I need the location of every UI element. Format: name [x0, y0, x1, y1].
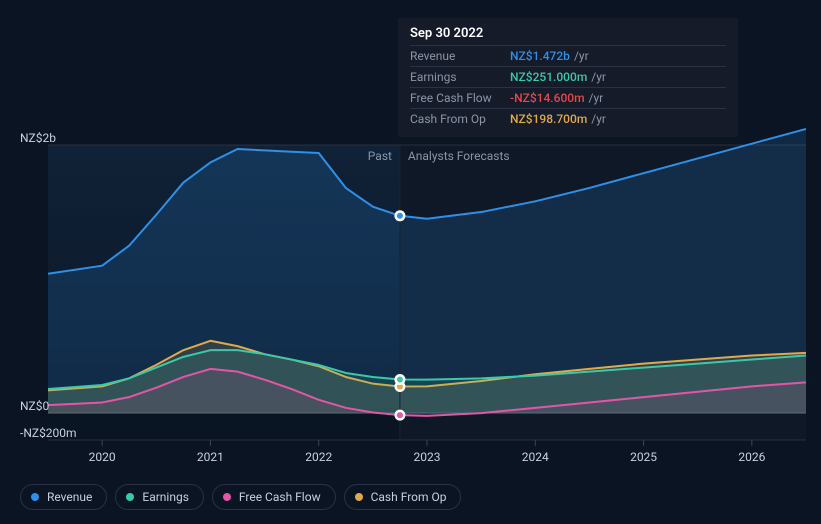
- tooltip-row: Free Cash Flow-NZ$14.600m/yr: [410, 87, 726, 108]
- tooltip-row-suffix: /yr: [591, 112, 606, 126]
- legend-dot-icon: [355, 493, 363, 501]
- x-axis-label: 2024: [522, 450, 549, 464]
- tooltip-row-suffix: /yr: [589, 91, 604, 105]
- future-label: Analysts Forecasts: [408, 149, 510, 163]
- tooltip-row: EarningsNZ$251.000m/yr: [410, 66, 726, 87]
- tooltip-row-label: Revenue: [410, 49, 510, 63]
- x-axis-label: 2025: [630, 450, 657, 464]
- tooltip-row-label: Free Cash Flow: [410, 91, 510, 105]
- legend-item-label: Earnings: [142, 490, 189, 504]
- tooltip-row-suffix: /yr: [591, 70, 606, 84]
- x-axis-label: 2026: [738, 450, 765, 464]
- tooltip-row-value: NZ$198.700m: [510, 112, 587, 126]
- tooltip-row: RevenueNZ$1.472b/yr: [410, 45, 726, 66]
- y-axis-label: NZ$0: [20, 399, 49, 413]
- legend-dot-icon: [31, 493, 39, 501]
- tooltip-row-value: -NZ$14.600m: [510, 91, 585, 105]
- legend-item-label: Free Cash Flow: [239, 490, 321, 504]
- legend-item-cash-from-op[interactable]: Cash From Op: [344, 484, 462, 510]
- legend-item-label: Revenue: [47, 490, 92, 504]
- legend-item-label: Cash From Op: [371, 490, 447, 504]
- past-label: Past: [368, 149, 392, 163]
- x-axis-label: 2021: [197, 450, 224, 464]
- x-axis-label: 2022: [305, 450, 332, 464]
- tooltip: Sep 30 2022 RevenueNZ$1.472b/yrEarningsN…: [398, 18, 738, 137]
- tooltip-title: Sep 30 2022: [410, 26, 726, 41]
- tooltip-row-label: Cash From Op: [410, 112, 510, 126]
- y-axis-label: NZ$2b: [20, 131, 56, 145]
- x-axis-label: 2023: [414, 450, 441, 464]
- tooltip-row-value: NZ$1.472b: [510, 49, 570, 63]
- tooltip-row-label: Earnings: [410, 70, 510, 84]
- y-axis-label: -NZ$200m: [20, 426, 77, 440]
- tooltip-row-value: NZ$251.000m: [510, 70, 587, 84]
- chart-container: Sep 30 2022 RevenueNZ$1.472b/yrEarningsN…: [0, 0, 821, 524]
- x-axis-label: 2020: [89, 450, 116, 464]
- tooltip-row: Cash From OpNZ$198.700m/yr: [410, 108, 726, 129]
- legend-dot-icon: [126, 493, 134, 501]
- legend: Revenue Earnings Free Cash Flow Cash From O…: [20, 484, 461, 510]
- tooltip-row-suffix: /yr: [574, 49, 589, 63]
- legend-item-revenue[interactable]: Revenue: [20, 484, 107, 510]
- legend-dot-icon: [223, 493, 231, 501]
- legend-item-free-cash-flow[interactable]: Free Cash Flow: [212, 484, 336, 510]
- legend-item-earnings[interactable]: Earnings: [115, 484, 204, 510]
